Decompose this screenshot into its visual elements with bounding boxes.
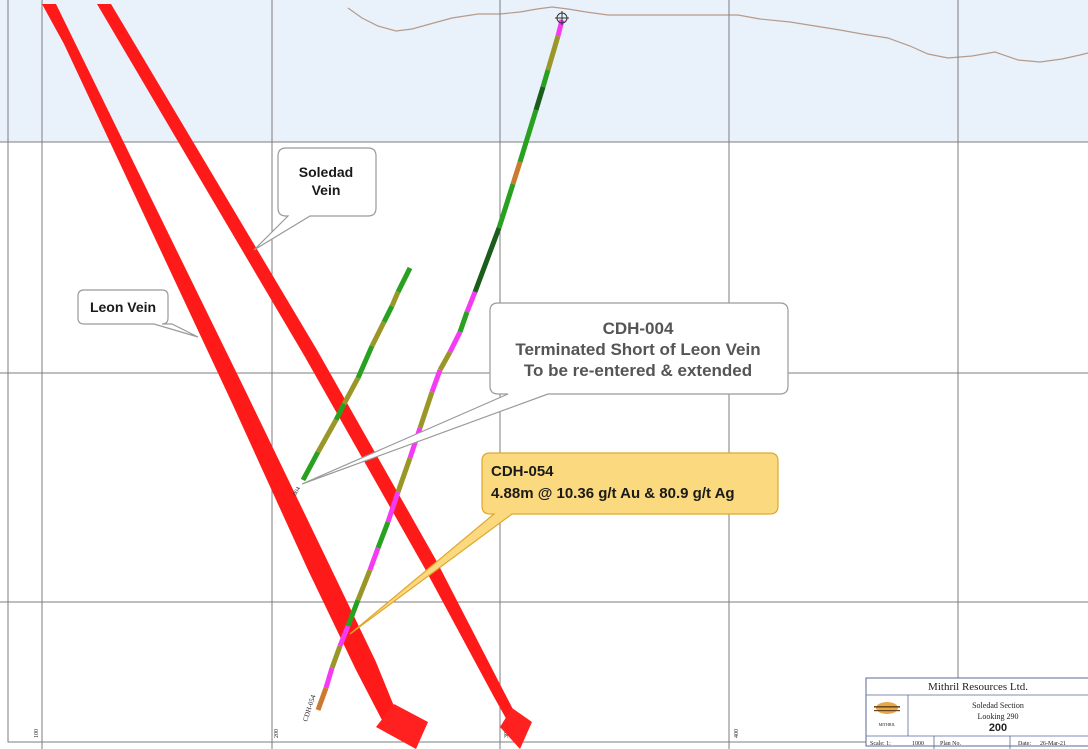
leon-vein-callout	[77, 289, 199, 338]
cdh-004-line2: Terminated Short of Leon Vein	[515, 340, 760, 359]
trace-segment	[417, 391, 435, 429]
trace-segment	[510, 161, 523, 185]
trace-segment	[300, 450, 321, 482]
trace-segment	[472, 227, 502, 293]
cdh-054-callout	[349, 452, 779, 635]
trace-segment	[447, 330, 463, 354]
drillhole-label-cdh-004: 004	[292, 486, 302, 497]
trace-segment	[367, 547, 381, 571]
topography-line	[347, 6, 1088, 63]
cdh-004-callout	[301, 302, 789, 485]
grid-label-400: 400	[734, 729, 740, 738]
leon-vein	[42, 4, 398, 722]
trace-segment	[355, 344, 375, 380]
trace-segment	[496, 183, 516, 229]
leon-vein-label: Leon Vein	[90, 299, 156, 315]
trace-segment	[355, 569, 373, 601]
soledad-vein-callout	[253, 147, 377, 251]
title-block-frame	[865, 677, 1088, 747]
leon-vein-arrowhead	[376, 704, 428, 749]
company-logo-text: MITHRIL	[879, 722, 896, 727]
trace-segment	[429, 369, 443, 393]
company-logo-icon	[874, 710, 900, 712]
trace-segment	[337, 625, 351, 647]
map-frame	[7, 0, 1088, 743]
company-name: Mithril Resources Ltd.	[928, 681, 1028, 693]
trace-segment	[395, 266, 413, 294]
trace-segment	[540, 69, 551, 88]
trace-segment	[389, 291, 401, 307]
soledad-vein-arrowhead	[500, 708, 532, 749]
company-logo-icon	[874, 706, 900, 708]
grid-label-100: 100	[34, 729, 40, 738]
date-value: 26-Mar-21	[1040, 741, 1066, 747]
cdh-054-detail: 4.88m @ 10.36 g/t Au & 80.9 g/t Ag	[491, 485, 735, 502]
trace-segment	[341, 376, 361, 406]
soledad-vein-label: Vein	[312, 182, 341, 198]
trace-segment	[457, 311, 470, 333]
trace-segment	[329, 645, 343, 669]
cdh-004-line3: To be re-entered & extended	[524, 361, 752, 380]
soledad-vein	[97, 4, 517, 722]
grid-label-200: 200	[274, 729, 280, 738]
trace-segment	[437, 350, 453, 372]
drillhole-cdh-004	[300, 266, 413, 482]
soledad-vein-label: Soledad	[299, 164, 353, 180]
drillhole-label-cdh-054: CDH-054	[301, 693, 317, 722]
trace-segment	[315, 687, 329, 711]
trace-segment	[375, 521, 391, 549]
company-logo-icon	[876, 702, 898, 714]
trace-segment	[315, 418, 339, 454]
cdh-054-title: CDH-054	[491, 463, 554, 480]
trace-segment	[381, 304, 395, 324]
section-name: Soledad Section	[972, 701, 1024, 710]
sky-band	[0, 0, 1088, 142]
trace-segment	[517, 109, 539, 163]
trace-segment	[533, 86, 546, 111]
trace-segment	[369, 320, 387, 348]
trace-segment	[333, 402, 347, 422]
scale-label: Scale: 1:	[870, 741, 891, 747]
trace-segment	[323, 667, 335, 689]
trace-segment	[464, 291, 478, 313]
trace-segment	[345, 599, 361, 627]
plan-number-label: Plan No.	[940, 741, 962, 747]
section-looking: Looking 290	[977, 712, 1018, 721]
cdh-004-title: CDH-004	[603, 319, 674, 338]
trace-segment	[545, 35, 561, 71]
date-label: Date:	[1018, 741, 1031, 747]
trace-segment	[395, 457, 413, 493]
scale-value: 1000	[912, 741, 924, 747]
drillhole-cdh-054	[315, 19, 565, 711]
trace-segment	[385, 491, 401, 523]
title-block: Mithril Resources Ltd. MITHRIL Soledad S…	[865, 677, 1088, 749]
section-number: 200	[989, 722, 1007, 734]
